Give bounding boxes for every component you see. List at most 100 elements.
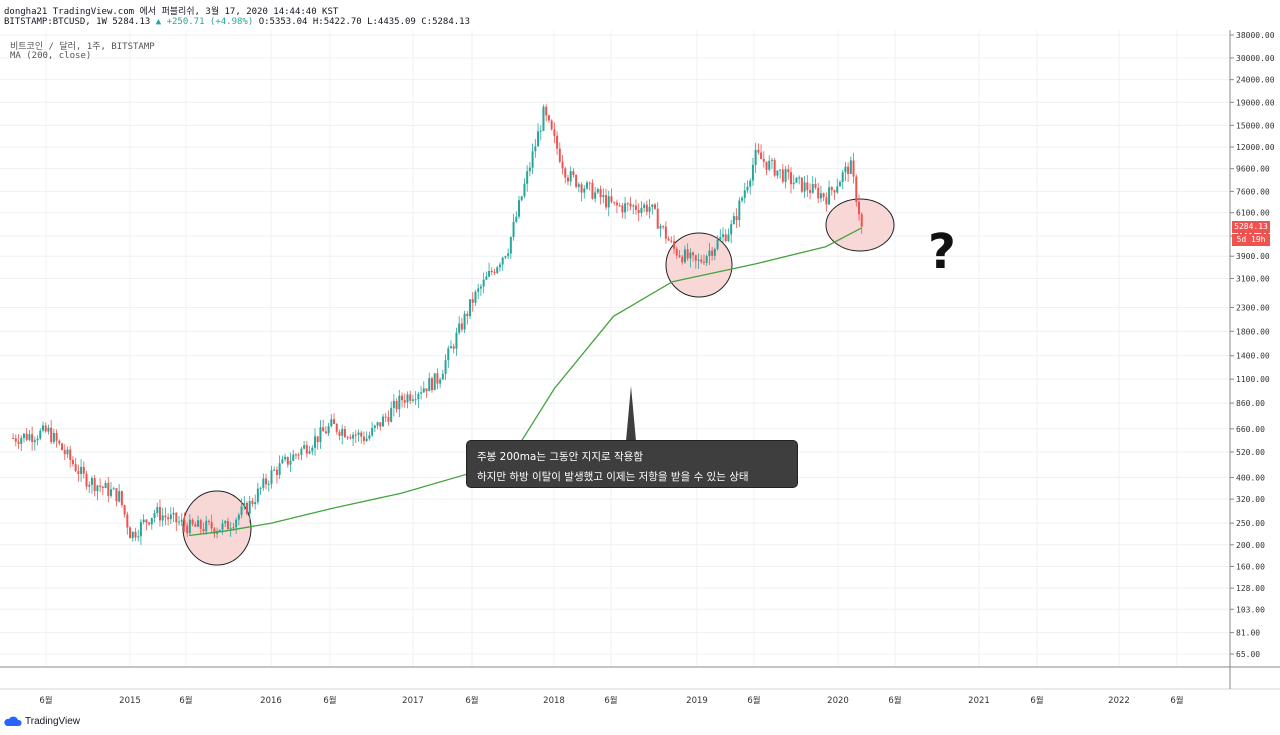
candles [12,104,863,545]
candle-body [692,252,695,256]
callout-pointer [626,386,636,441]
candle-body [724,234,727,242]
candle-body [153,513,156,518]
candle-body [292,454,295,461]
candle-body [417,393,420,400]
candle-body [414,399,417,401]
y-tick-label: 30000.00 [1236,54,1275,63]
y-tick-label: 65.00 [1236,650,1260,659]
candle-body [267,483,270,485]
candle-body [112,488,115,490]
candle-body [656,208,659,229]
annotation-callout[interactable]: 주봉 200ma는 그동안 지지로 작용함 하지만 하방 이탈이 발생했고 이제… [466,440,798,488]
candle-body [164,515,167,518]
y-tick-label: 12000.00 [1236,143,1275,152]
candle-body [316,436,319,443]
candle-body [52,432,55,443]
candle-body [496,267,499,273]
candle-body [218,529,221,532]
candle-body [107,482,110,496]
candle-body [82,466,85,474]
x-tick-label: 6월 [323,695,336,706]
candle-body [256,488,259,503]
candle-body [591,182,594,199]
candle-body [643,204,646,209]
candle-body [727,234,730,242]
ohlc-values: O:5353.04 H:5422.70 L:4435.09 C:5284.13 [258,17,471,27]
candle-body [501,257,504,265]
candle-body [697,259,700,261]
x-tick-label: 2019 [686,696,708,706]
tradingview-logo[interactable]: TradingView [4,716,80,727]
candle-body [156,507,159,514]
change-value: +250.71 (+4.98%) [166,17,254,27]
candle-body [235,519,238,528]
candle-body [770,159,773,161]
indicator-legend[interactable]: MA (200, close) [10,51,92,61]
candle-body [31,434,34,442]
candle-body [702,261,705,263]
candle-body [22,433,25,439]
candle-body [743,190,746,198]
candle-body [308,451,311,454]
candle-body [531,151,534,168]
candle-body [479,286,482,289]
candle-body [781,169,784,182]
candle-body [773,159,776,176]
candle-body [88,484,91,487]
candle-body [180,519,183,522]
candle-body [645,204,648,212]
candle-body [360,432,363,437]
candle-body [683,249,686,263]
candle-body [433,373,436,391]
candle-body [474,291,477,303]
y-tick-label: 400.00 [1236,473,1265,482]
candle-body [803,182,806,192]
candle-body [735,216,738,221]
candle-body [719,237,722,240]
candle-body [784,169,787,182]
candle-body [520,196,523,201]
candle-body [401,395,404,401]
candle-body [349,437,352,439]
candle-body [42,425,45,431]
candle-body [232,527,235,529]
candle-body [338,431,341,436]
candle-body [659,226,662,229]
candle-body [403,400,406,403]
candle-body [96,485,99,492]
candle-body [371,427,374,436]
series-legend[interactable]: 비트코인 / 달러, 1주, BITSTAMP [10,42,155,52]
candle-body [471,299,474,303]
candle-body [637,209,640,214]
candle-body [588,182,591,184]
candle-body [376,422,379,426]
candle-body [286,456,289,465]
candle-body [161,515,164,521]
y-tick-label: 9600.00 [1236,165,1270,174]
candle-body [610,196,613,202]
candle-body [226,521,229,530]
price-axis: 38000.00 30000.00 24000.00 19000.00 15000.00… [1230,31,1275,659]
x-tick-label: 6월 [179,695,192,706]
y-tick-label: 200.00 [1236,541,1265,550]
candle-body [817,187,820,199]
candle-body [545,106,548,116]
candle-body [387,417,390,422]
candle-body [44,425,47,432]
y-tick-label: 19000.00 [1236,98,1275,107]
candle-body [460,323,463,330]
candle-body [66,449,69,455]
candle-body [825,197,828,205]
candle-body [265,478,268,485]
candle-body [841,172,844,182]
candle-body [830,187,833,191]
y-tick-label: 6100.00 [1236,209,1270,218]
candle-body [537,131,540,147]
candle-body [711,250,714,256]
candle-body [607,196,610,208]
candle-body [556,135,559,149]
candle-body [294,454,297,456]
candle-body [849,160,852,174]
